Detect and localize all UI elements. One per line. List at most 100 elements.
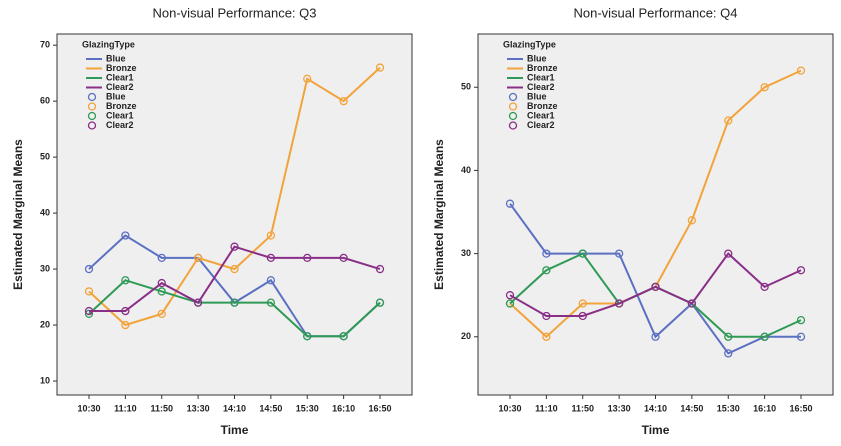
chart-title: Non-visual Performance: Q4 — [573, 5, 737, 20]
data-point — [193, 253, 203, 263]
legend-title: GlazingType — [82, 39, 135, 49]
data-point — [266, 253, 276, 263]
x-tick-label: 14:10 — [223, 403, 246, 413]
data-point — [266, 276, 276, 285]
x-axis-label: Time — [221, 423, 249, 437]
y-tick-label: 70 — [40, 40, 50, 50]
x-tick-label: 11:50 — [571, 403, 594, 413]
data-point — [724, 332, 733, 341]
data-point — [724, 249, 733, 258]
data-point — [121, 320, 130, 330]
plot-area — [56, 33, 413, 396]
legend-label: Blue — [106, 91, 126, 101]
legend-title: GlazingType — [503, 39, 556, 49]
legend-label: Bronze — [106, 101, 137, 111]
legend-label: Bronze — [106, 63, 137, 73]
legend-marker — [87, 111, 97, 121]
data-point — [687, 216, 697, 225]
data-point — [375, 264, 385, 274]
data-point — [303, 74, 312, 83]
data-point — [578, 299, 587, 308]
data-point — [84, 264, 94, 274]
y-tick-label: 30 — [40, 263, 50, 273]
data-point — [157, 253, 166, 263]
data-point — [121, 276, 130, 285]
data-point — [760, 282, 769, 292]
x-tick-label: 11:10 — [535, 403, 558, 413]
data-point — [121, 231, 130, 240]
y-tick-label: 10 — [40, 375, 50, 385]
data-point — [230, 298, 239, 307]
x-tick-label: 15:30 — [296, 403, 319, 413]
legend-label: Bronze — [527, 101, 558, 111]
data-point — [505, 199, 515, 208]
y-tick-label: 50 — [40, 152, 50, 162]
series-line — [88, 66, 381, 327]
data-point — [542, 332, 551, 341]
x-tick-label: 11:50 — [150, 403, 173, 413]
data-point — [303, 332, 312, 341]
series-line — [89, 245, 381, 313]
legend-label: Clear2 — [527, 120, 555, 130]
data-point — [542, 311, 551, 321]
data-point — [266, 231, 276, 240]
x-tick-label: 14:50 — [259, 403, 282, 413]
data-point — [651, 332, 660, 341]
data-point — [84, 306, 94, 316]
data-point — [84, 287, 94, 296]
data-point — [157, 278, 166, 288]
legend-label: Clear1 — [527, 110, 555, 120]
legend-label: Clear1 — [106, 72, 134, 82]
data-point — [193, 298, 203, 307]
legend-label: Clear1 — [106, 110, 134, 120]
legend-marker — [508, 92, 518, 102]
data-point — [542, 266, 551, 275]
data-point — [230, 264, 239, 274]
x-tick-label: 14:10 — [644, 403, 667, 413]
legend-marker — [87, 121, 97, 130]
data-point — [760, 332, 769, 341]
series-line — [509, 203, 801, 355]
data-point — [339, 332, 348, 341]
data-point — [303, 253, 312, 263]
legend-label: Clear1 — [527, 72, 555, 82]
data-point — [339, 97, 348, 106]
data-point — [687, 299, 697, 308]
data-point — [760, 83, 769, 92]
y-tick-label: 30 — [461, 248, 471, 258]
data-point — [724, 349, 733, 358]
legend-label: Clear2 — [106, 120, 134, 130]
x-axis-label: Time — [642, 423, 670, 437]
data-point — [375, 63, 385, 72]
x-tick-label: 16:50 — [368, 403, 391, 413]
y-tick-label: 40 — [40, 207, 50, 217]
x-tick-label: 10:30 — [498, 403, 521, 413]
y-axis-label: Estimated Marginal Means — [432, 139, 446, 290]
data-point — [157, 309, 166, 318]
legend-marker — [508, 121, 518, 130]
x-tick-label: 16:10 — [753, 403, 776, 413]
series-line — [88, 279, 381, 338]
legend-marker — [508, 111, 518, 121]
legend-label: Bronze — [527, 63, 558, 73]
legend-marker — [87, 92, 97, 102]
data-point — [796, 332, 806, 341]
x-tick-label: 13:30 — [608, 403, 631, 413]
data-point — [724, 116, 733, 125]
x-tick-label: 15:30 — [717, 403, 740, 413]
y-tick-label: 20 — [40, 319, 50, 329]
data-point — [266, 298, 276, 307]
data-point — [796, 66, 806, 75]
data-point — [375, 298, 385, 307]
data-point — [614, 299, 624, 308]
legend-label: Blue — [106, 53, 126, 63]
x-tick-label: 13:30 — [187, 403, 210, 413]
data-point — [578, 311, 587, 321]
legend-label: Blue — [527, 91, 547, 101]
x-tick-label: 16:10 — [332, 403, 355, 413]
legend-marker — [87, 102, 97, 111]
data-point — [578, 249, 587, 258]
y-tick-label: 60 — [40, 96, 50, 106]
x-tick-label: 14:50 — [680, 403, 703, 413]
